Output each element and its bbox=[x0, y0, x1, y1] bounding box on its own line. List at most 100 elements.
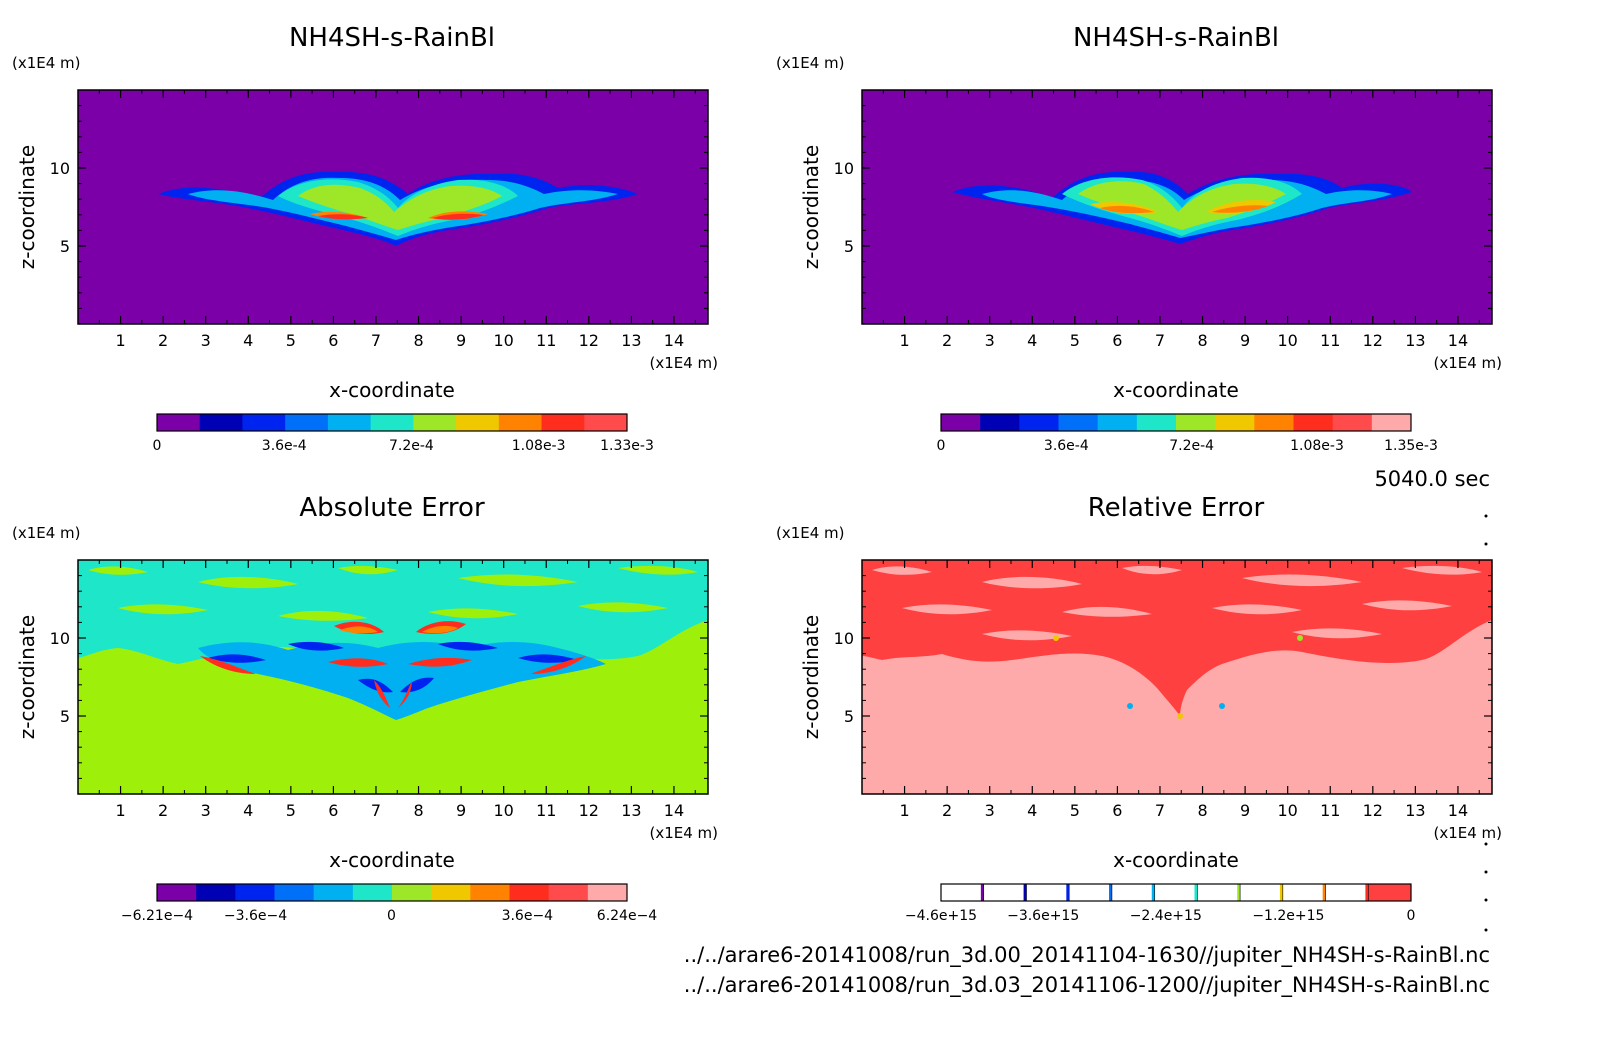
x-unit-label: (x1E4 m) bbox=[649, 824, 718, 842]
colorbar-swatch bbox=[235, 884, 275, 901]
colorbar-tick-label: 1.08e-3 bbox=[512, 438, 566, 454]
field-contour-lightgreen bbox=[88, 565, 698, 621]
colorbar-swatch bbox=[313, 884, 354, 901]
x-tick-label: 8 bbox=[413, 801, 423, 820]
x-tick-label: 13 bbox=[1405, 331, 1425, 350]
colorbar-swatch bbox=[1111, 884, 1156, 901]
panel-title: Relative Error bbox=[1088, 493, 1265, 523]
plot-frame bbox=[861, 89, 1493, 325]
x-tick-label: 8 bbox=[1197, 801, 1207, 820]
x-tick-label: 12 bbox=[579, 801, 599, 820]
field-contour-red bbox=[432, 213, 484, 220]
x-axis-title: x-coordinate bbox=[1113, 848, 1239, 872]
colorbar-frame bbox=[156, 883, 628, 902]
x-tick-label: 4 bbox=[1027, 331, 1037, 350]
y-unit-label: (x1E4 m) bbox=[776, 54, 845, 72]
x-tick-label: 3 bbox=[201, 331, 211, 350]
x-tick-label: 14 bbox=[664, 331, 684, 350]
colorbar-tick-label: 0 bbox=[937, 438, 946, 454]
panel-top-left: NH4SH-s-RainBl (x1E4 m) 1 2 3 4 5 6 7 8 9 10 11 12 1… bbox=[12, 23, 718, 454]
x-tick-label: 6 bbox=[328, 801, 338, 820]
colorbar-swatch bbox=[327, 414, 372, 431]
x-tick-label: 7 bbox=[371, 331, 381, 350]
colorbar-tick-label: 0 bbox=[1407, 908, 1416, 924]
colorbar-tick-label: −2.4e+15 bbox=[1130, 908, 1202, 924]
colorbar: 0 3.6e-4 7.2e-4 1.08e-3 1.33e-3 bbox=[153, 413, 654, 454]
y-tick-label: 10 bbox=[50, 629, 70, 648]
colorbar-swatch bbox=[413, 414, 457, 431]
colorbar-swatch bbox=[548, 884, 589, 901]
field-spot bbox=[1127, 703, 1133, 709]
colorbar-tick-label: 1.33e-3 bbox=[600, 438, 654, 454]
colorbar-swatch bbox=[392, 884, 432, 901]
x-tick-label: 4 bbox=[243, 801, 253, 820]
x-tick-label: 1 bbox=[899, 331, 909, 350]
x-tick-label: 4 bbox=[1027, 801, 1037, 820]
colorbar-swatch bbox=[1069, 884, 1113, 901]
field-contour-green bbox=[1078, 181, 1286, 230]
colorbar-swatch bbox=[285, 414, 329, 431]
x-unit-label: (x1E4 m) bbox=[1433, 824, 1502, 842]
x-tick-label: 10 bbox=[493, 331, 513, 350]
field-spot bbox=[1297, 635, 1303, 641]
x-tick-label: 12 bbox=[1363, 331, 1383, 350]
field-layer bbox=[862, 90, 1492, 324]
x-tick-label: 8 bbox=[413, 331, 423, 350]
y-axis-title: z-coordinate bbox=[799, 145, 823, 269]
y-tick-label: 10 bbox=[834, 629, 854, 648]
y-unit-label: (x1E4 m) bbox=[776, 524, 845, 542]
plot-frame bbox=[861, 559, 1493, 795]
colorbar-tick-label: 6.24e−4 bbox=[597, 908, 658, 924]
x-tick-label: 13 bbox=[621, 801, 641, 820]
field-contour-orange bbox=[1212, 205, 1268, 213]
x-tick-label: 6 bbox=[1112, 331, 1122, 350]
colorbar-swatch bbox=[941, 414, 981, 431]
x-tick-label: 13 bbox=[621, 331, 641, 350]
x-axis-title: x-coordinate bbox=[329, 848, 455, 872]
x-unit-label: (x1E4 m) bbox=[1433, 354, 1502, 372]
y-axis-title: z-coordinate bbox=[15, 145, 39, 269]
colorbar-tick-label: 1.35e-3 bbox=[1384, 438, 1438, 454]
y-axis-title: z-coordinate bbox=[15, 615, 39, 739]
x-tick-label: 9 bbox=[456, 331, 466, 350]
colorbar-swatch bbox=[352, 884, 393, 901]
x-tick-label: 11 bbox=[536, 331, 556, 350]
x-tick-label: 14 bbox=[1448, 331, 1468, 350]
field-spot bbox=[1177, 713, 1183, 719]
x-tick-label: 9 bbox=[1240, 801, 1250, 820]
x-tick-label: 1 bbox=[115, 331, 125, 350]
colorbar-swatch bbox=[541, 414, 585, 431]
field-contour-green bbox=[298, 184, 502, 230]
colorbar: −4.6e+15 −3.6e+15 −2.4e+15 −1.2e+15 0 bbox=[905, 883, 1416, 924]
colorbar-tick-label: −1.2e+15 bbox=[1252, 908, 1324, 924]
x-axis-title: x-coordinate bbox=[1113, 378, 1239, 402]
y-tick-label: 10 bbox=[50, 159, 70, 178]
field-layer bbox=[78, 90, 708, 324]
colorbar-tick-label: 0 bbox=[387, 908, 396, 924]
time-label: 5040.0 sec bbox=[1374, 467, 1490, 491]
footer-file-1: ../../arare6-20141008/run_3d.00_20141104… bbox=[684, 943, 1490, 968]
field-contour-red bbox=[318, 214, 368, 220]
x-tick-label: 1 bbox=[115, 801, 125, 820]
colorbar-swatch bbox=[584, 414, 628, 431]
x-tick-label: 2 bbox=[158, 801, 168, 820]
panel-bottom-right: Relative Error (x1E4 m) 1 2 3 4 5 6 7 8 9 10 11 12 1… bbox=[776, 493, 1502, 924]
x-tick-label: 5 bbox=[1070, 801, 1080, 820]
colorbar-swatch bbox=[509, 884, 550, 901]
y-tick-label: 5 bbox=[60, 707, 70, 726]
field-spot bbox=[1053, 635, 1059, 641]
x-unit-label: (x1E4 m) bbox=[649, 354, 718, 372]
colorbar-swatch bbox=[1176, 414, 1216, 431]
field-contour-orange bbox=[340, 625, 458, 634]
colorbar-swatch bbox=[1325, 884, 1369, 901]
y-tick-label: 5 bbox=[60, 237, 70, 256]
x-tick-label: 5 bbox=[1070, 331, 1080, 350]
x-tick-label: 9 bbox=[456, 801, 466, 820]
colorbar-swatch bbox=[1282, 884, 1327, 901]
x-tick-label: 2 bbox=[158, 331, 168, 350]
colorbar-swatch bbox=[1332, 414, 1373, 431]
